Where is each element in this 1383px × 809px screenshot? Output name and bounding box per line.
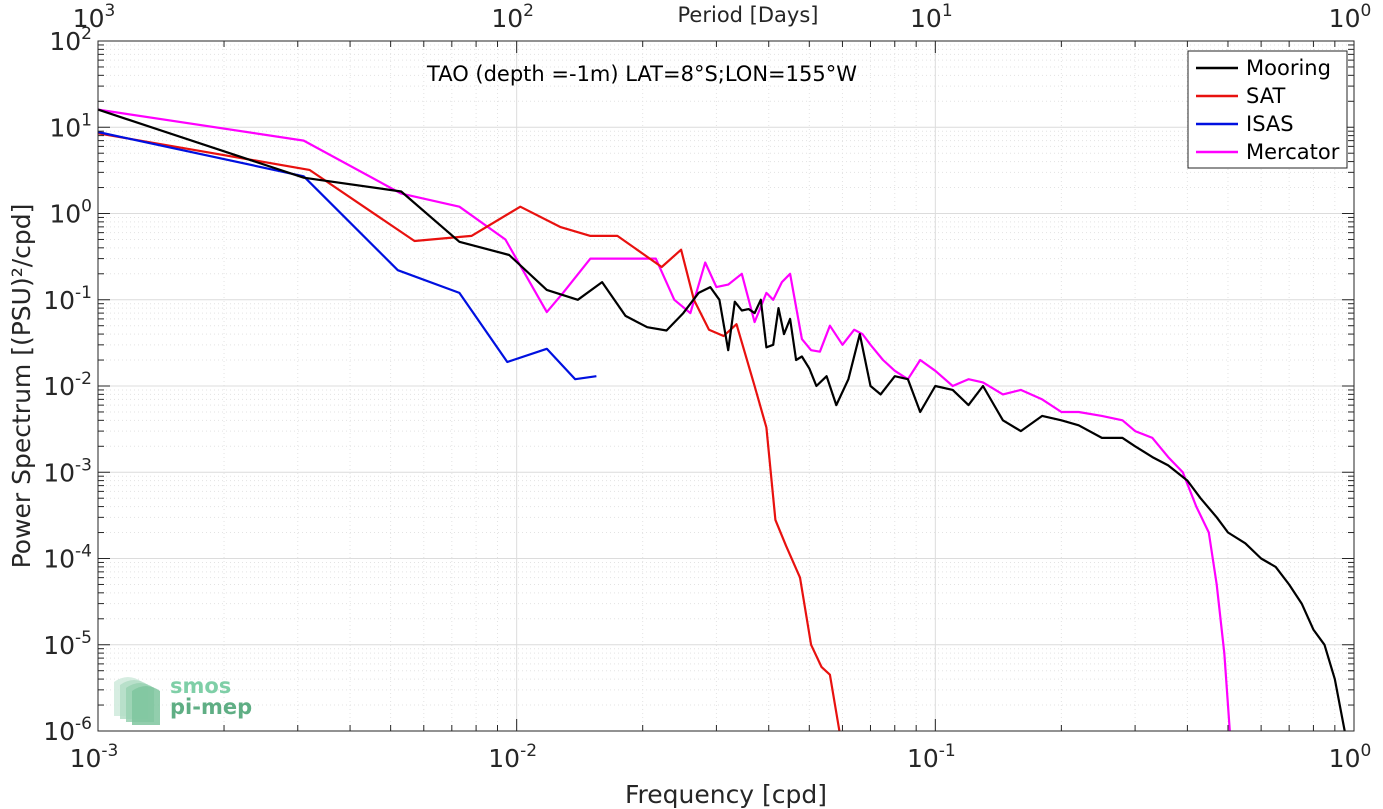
y-tick-label-exponent: 2 [81, 24, 92, 44]
y-tick-label-exponent: -2 [75, 369, 92, 389]
x-tick-label-base: 10 [70, 744, 102, 773]
legend-label-sat: SAT [1246, 84, 1285, 108]
x-tick-label: 100 [1329, 741, 1372, 773]
top-tick-labels: 103 102 101 100 [73, 1, 1372, 33]
y-tick-label: 102 [49, 24, 92, 56]
series-lines [97, 108, 1346, 732]
top-tick-label-base: 10 [1329, 4, 1361, 33]
logo-text-smos: smos [170, 674, 231, 698]
y-tick-label-base: 10 [49, 113, 81, 142]
top-tick-label-base: 10 [910, 4, 942, 33]
y-tick-label-exponent: -4 [75, 542, 92, 562]
top-tick-label-exponent: 2 [523, 1, 534, 21]
x-tick-label-exponent: -3 [101, 741, 118, 761]
legend-label-isas: ISAS [1246, 112, 1294, 136]
top-tick-label-exponent: 3 [104, 1, 115, 21]
x-tick-label: 10-1 [907, 741, 956, 773]
y-tick-label: 10-2 [43, 369, 92, 401]
series-line-isas [97, 130, 597, 381]
top-tick-label: 102 [491, 1, 534, 33]
x-tick-label: 10-2 [488, 741, 537, 773]
y-tick-label: 100 [49, 197, 92, 229]
top-tick-label-base: 10 [491, 4, 523, 33]
top-axis-title: Period [Days] [678, 3, 819, 27]
grid [97, 40, 1355, 732]
y-tick-label-exponent: -1 [75, 283, 92, 303]
x-tick-label-exponent: -1 [939, 741, 956, 761]
x-tick-label-base: 10 [907, 744, 939, 773]
tick-marks [97, 40, 1355, 732]
top-tick-label-exponent: 1 [942, 1, 953, 21]
x-tick-label: 10-3 [70, 741, 119, 773]
top-tick-label: 101 [910, 1, 953, 33]
y-tick-label: 10-3 [43, 455, 92, 487]
y-tick-label-exponent: 1 [81, 110, 92, 130]
chart-annotation: TAO (depth =-1m) LAT=8°S;LON=155°W [426, 62, 857, 86]
y-tick-label-base: 10 [43, 545, 75, 574]
y-tick-label-exponent: -6 [75, 714, 92, 734]
logo-mark [114, 677, 160, 725]
y-tick-label-base: 10 [49, 200, 81, 229]
y-tick-label-exponent: -5 [75, 628, 92, 648]
top-tick-label-exponent: 0 [1360, 1, 1371, 21]
y-axis-title: Power Spectrum [(PSU)²/cpd] [7, 204, 36, 569]
legend-box [1187, 50, 1348, 169]
x-axis-title: Frequency [cpd] [625, 780, 827, 809]
y-tick-label-base: 10 [43, 286, 75, 315]
top-tick-label: 103 [73, 1, 116, 33]
y-tick-label-base: 10 [43, 717, 75, 746]
y-tick-label-exponent: 0 [81, 197, 92, 217]
series-line-sat [97, 132, 841, 732]
y-tick-label: 10-5 [43, 628, 92, 660]
x-tick-label-base: 10 [1329, 744, 1361, 773]
logo-wave-shape [132, 686, 160, 725]
y-tick-label-base: 10 [43, 458, 75, 487]
x-tick-label-base: 10 [488, 744, 520, 773]
legend-label-mooring: Mooring [1246, 56, 1331, 80]
x-tick-label-exponent: 0 [1360, 741, 1371, 761]
series-line-mooring [97, 108, 1346, 732]
logo-text-pi-mep: pi-mep [170, 695, 252, 719]
top-tick-label: 100 [1329, 1, 1372, 33]
y-tick-label: 101 [49, 110, 92, 142]
y-tick-label: 10-1 [43, 283, 92, 315]
legend: Mooring SAT ISAS Mercator [1187, 50, 1348, 169]
y-tick-label-base: 10 [43, 372, 75, 401]
top-tick-label-base: 10 [73, 4, 105, 33]
legend-label-mercator: Mercator [1246, 140, 1340, 164]
y-tick-label-base: 10 [43, 631, 75, 660]
smos-pi-mep-logo: smos pi-mep [114, 674, 252, 725]
x-tick-labels: 10-3 10-2 10-1 100 [70, 741, 1372, 773]
y-tick-label-exponent: -3 [75, 455, 92, 475]
x-tick-label-exponent: -2 [520, 741, 537, 761]
y-tick-label: 10-4 [43, 542, 92, 574]
y-tick-label-base: 10 [49, 27, 81, 56]
y-tick-label: 10-6 [43, 714, 92, 746]
